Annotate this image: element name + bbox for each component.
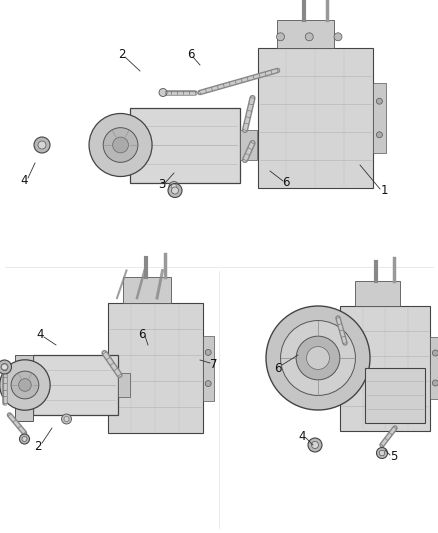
Bar <box>372 83 386 153</box>
Bar <box>124 277 171 303</box>
Circle shape <box>205 350 211 356</box>
Text: 4: 4 <box>298 430 306 442</box>
Text: 2: 2 <box>34 440 42 453</box>
Circle shape <box>0 360 11 374</box>
Circle shape <box>34 137 50 153</box>
Circle shape <box>307 346 329 369</box>
Bar <box>117 373 130 397</box>
Circle shape <box>276 33 285 41</box>
Circle shape <box>172 187 179 194</box>
Bar <box>14 355 32 421</box>
Bar <box>430 337 438 399</box>
Circle shape <box>0 360 50 410</box>
Circle shape <box>205 381 211 386</box>
Text: 1: 1 <box>380 184 388 198</box>
Circle shape <box>11 371 39 399</box>
Circle shape <box>159 88 167 96</box>
Bar <box>240 130 257 160</box>
Text: 6: 6 <box>138 327 146 341</box>
Text: 6: 6 <box>274 361 282 375</box>
Bar <box>32 355 117 415</box>
Circle shape <box>64 416 69 422</box>
Text: 5: 5 <box>390 450 398 464</box>
Text: 4: 4 <box>20 174 28 187</box>
Circle shape <box>334 33 342 41</box>
Circle shape <box>376 132 382 138</box>
Bar <box>107 303 202 433</box>
Text: 2: 2 <box>118 49 126 61</box>
Bar <box>277 20 334 48</box>
Text: 6: 6 <box>187 49 195 61</box>
Circle shape <box>22 437 27 441</box>
Circle shape <box>281 320 356 395</box>
Circle shape <box>432 380 438 386</box>
Circle shape <box>305 33 313 41</box>
Bar <box>202 335 214 400</box>
Circle shape <box>311 441 318 448</box>
Bar <box>355 280 400 305</box>
Text: 4: 4 <box>36 328 44 342</box>
Circle shape <box>89 114 152 176</box>
Circle shape <box>1 364 7 370</box>
Bar <box>340 305 430 431</box>
Text: 3: 3 <box>158 179 166 191</box>
Circle shape <box>432 350 438 356</box>
Circle shape <box>308 438 322 452</box>
Bar <box>130 108 240 182</box>
Text: 7: 7 <box>210 359 218 372</box>
Bar <box>258 48 372 188</box>
Circle shape <box>377 448 388 458</box>
Text: 6: 6 <box>282 176 290 190</box>
Circle shape <box>103 128 138 163</box>
Circle shape <box>376 98 382 104</box>
Bar <box>365 367 425 423</box>
Circle shape <box>1 364 8 370</box>
Circle shape <box>19 379 31 391</box>
Circle shape <box>61 414 71 424</box>
Circle shape <box>172 184 177 189</box>
Circle shape <box>296 336 340 380</box>
Circle shape <box>20 434 29 444</box>
Circle shape <box>169 182 179 191</box>
Circle shape <box>379 450 385 456</box>
Circle shape <box>113 137 128 153</box>
Circle shape <box>38 141 46 149</box>
Circle shape <box>266 306 370 410</box>
Circle shape <box>168 183 182 198</box>
